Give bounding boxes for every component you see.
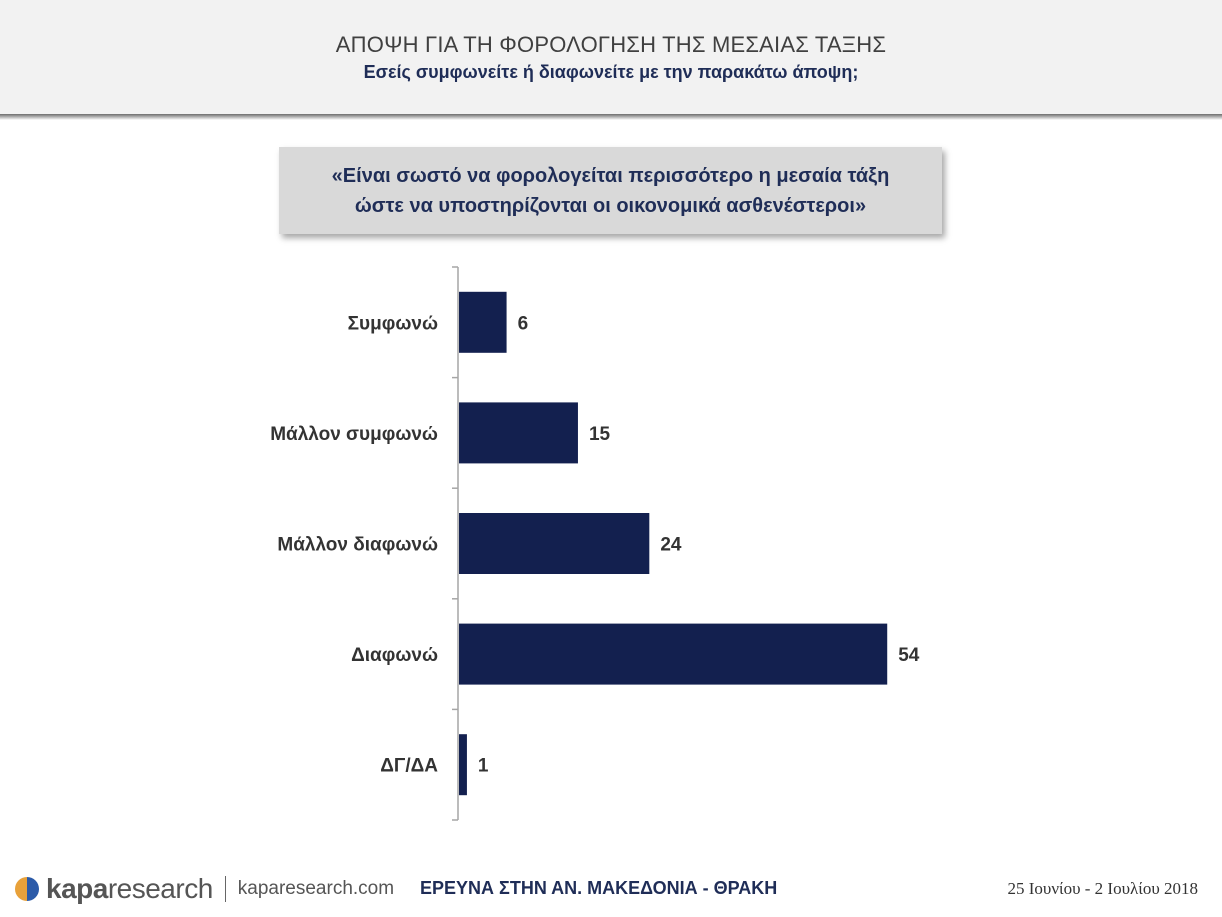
- logo-divider: [224, 876, 226, 902]
- bar: [459, 734, 467, 796]
- data-label: 1: [478, 756, 489, 777]
- data-label: 54: [898, 645, 920, 666]
- bar: [459, 513, 650, 574]
- data-label: 15: [589, 424, 611, 445]
- data-label: 6: [518, 313, 529, 334]
- survey-dates: 25 Ιουνίου - 2 Ιουλίου 2018: [1007, 879, 1198, 898]
- survey-region: ΕΡΕΥΝΑ ΣΤΗΝ ΑΝ. ΜΑΚΕΔΟΝΙΑ - ΘΡΑΚΗ: [420, 878, 778, 898]
- page-subtitle: Εσείς συμφωνείτε ή διαφωνείτε με την παρ…: [363, 62, 859, 82]
- category-label: Συμφωνώ: [348, 313, 438, 334]
- category-label: ΔΓ/ΔΑ: [380, 756, 438, 777]
- data-label: 24: [660, 535, 682, 556]
- kapa-logo-icon: [15, 877, 39, 901]
- bar: [459, 623, 888, 685]
- header-band: ΑΠΟΨΗ ΓΙΑ ΤΗ ΦΟΡΟΛΟΓΗΣΗ ΤΗΣ ΜΕΣΑΙΑΣ ΤΑΞΗ…: [0, 0, 1222, 114]
- question-box: «Είναι σωστό να φορολογείται περισσότερο…: [279, 147, 942, 234]
- category-label: Μάλλον συμφωνώ: [270, 424, 438, 445]
- logo-research-text: research: [107, 873, 213, 904]
- bar: [459, 402, 578, 464]
- page-title: ΑΠΟΨΗ ΓΙΑ ΤΗ ΦΟΡΟΛΟΓΗΣΗ ΤΗΣ ΜΕΣΑΙΑΣ ΤΑΞΗ…: [335, 32, 887, 57]
- website-url: kaparesearch.com: [237, 878, 395, 899]
- bar: [459, 291, 507, 353]
- category-label: Διαφωνώ: [351, 645, 438, 666]
- logo-kapa-text: kapa: [46, 873, 108, 904]
- header-shadow: [0, 114, 1222, 120]
- kapa-research-logo: kapa research kaparesearch.com: [12, 869, 394, 909]
- category-label: Μάλλον διαφωνώ: [277, 535, 438, 556]
- question-line-2: ώστε να υποστηρίζονται οι οικονομικά ασθ…: [354, 194, 867, 217]
- question-line-1: «Είναι σωστό να φορολογείται περισσότερο…: [331, 164, 890, 187]
